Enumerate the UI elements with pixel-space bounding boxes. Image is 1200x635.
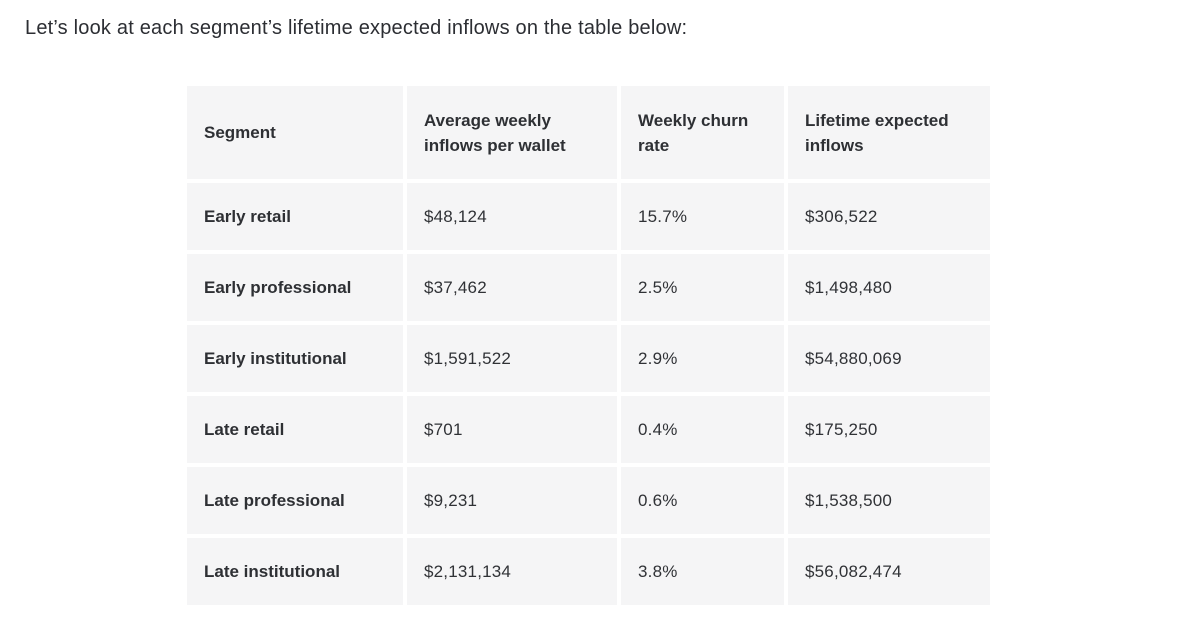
cell-lifetime-expected-inflows: $1,538,500	[788, 467, 990, 534]
cell-avg-weekly-inflows: $48,124	[407, 183, 617, 250]
cell-segment: Early institutional	[187, 325, 403, 392]
header-cell-lifetime-expected-inflows: Lifetime expected inflows	[788, 86, 990, 179]
intro-text: Let’s look at each segment’s lifetime ex…	[25, 17, 688, 39]
header-cell-avg-weekly-inflows: Average weekly inflows per wallet	[407, 86, 617, 179]
cell-weekly-churn-rate: 2.5%	[621, 254, 784, 321]
cell-segment: Late professional	[187, 467, 403, 534]
segments-table: Segment Average weekly inflows per walle…	[187, 86, 993, 605]
cell-weekly-churn-rate: 0.4%	[621, 396, 784, 463]
cell-avg-weekly-inflows: $37,462	[407, 254, 617, 321]
cell-lifetime-expected-inflows: $306,522	[788, 183, 990, 250]
header-cell-segment: Segment	[187, 86, 403, 179]
cell-weekly-churn-rate: 2.9%	[621, 325, 784, 392]
cell-lifetime-expected-inflows: $54,880,069	[788, 325, 990, 392]
cell-segment: Late retail	[187, 396, 403, 463]
cell-weekly-churn-rate: 3.8%	[621, 538, 784, 605]
cell-avg-weekly-inflows: $701	[407, 396, 617, 463]
cell-weekly-churn-rate: 15.7%	[621, 183, 784, 250]
cell-lifetime-expected-inflows: $1,498,480	[788, 254, 990, 321]
cell-segment: Early professional	[187, 254, 403, 321]
cell-segment: Early retail	[187, 183, 403, 250]
header-cell-weekly-churn-rate: Weekly churn rate	[621, 86, 784, 179]
cell-avg-weekly-inflows: $2,131,134	[407, 538, 617, 605]
cell-lifetime-expected-inflows: $56,082,474	[788, 538, 990, 605]
cell-avg-weekly-inflows: $9,231	[407, 467, 617, 534]
cell-weekly-churn-rate: 0.6%	[621, 467, 784, 534]
cell-segment: Late institutional	[187, 538, 403, 605]
cell-lifetime-expected-inflows: $175,250	[788, 396, 990, 463]
cell-avg-weekly-inflows: $1,591,522	[407, 325, 617, 392]
